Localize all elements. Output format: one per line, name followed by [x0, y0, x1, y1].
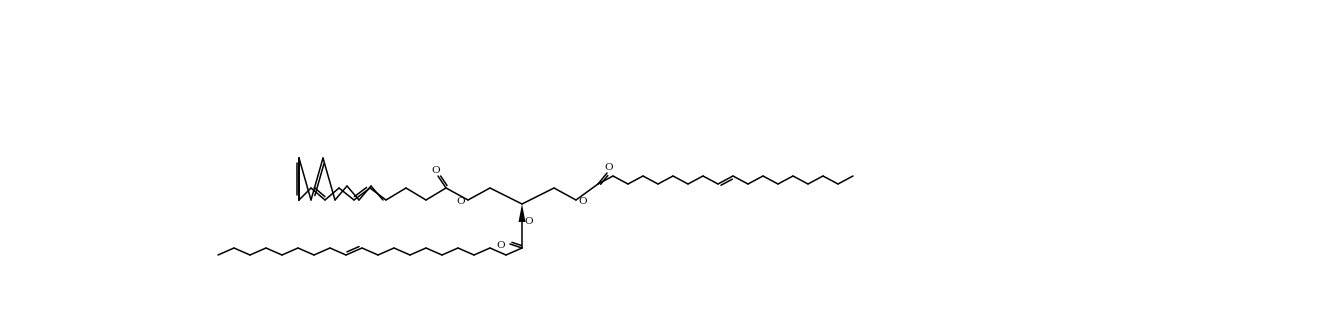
Text: O: O	[432, 166, 440, 174]
Text: O: O	[604, 163, 613, 171]
Text: O: O	[456, 197, 465, 206]
Text: O: O	[497, 241, 505, 250]
Text: O: O	[525, 217, 533, 226]
Polygon shape	[518, 204, 526, 222]
Text: O: O	[579, 197, 587, 206]
